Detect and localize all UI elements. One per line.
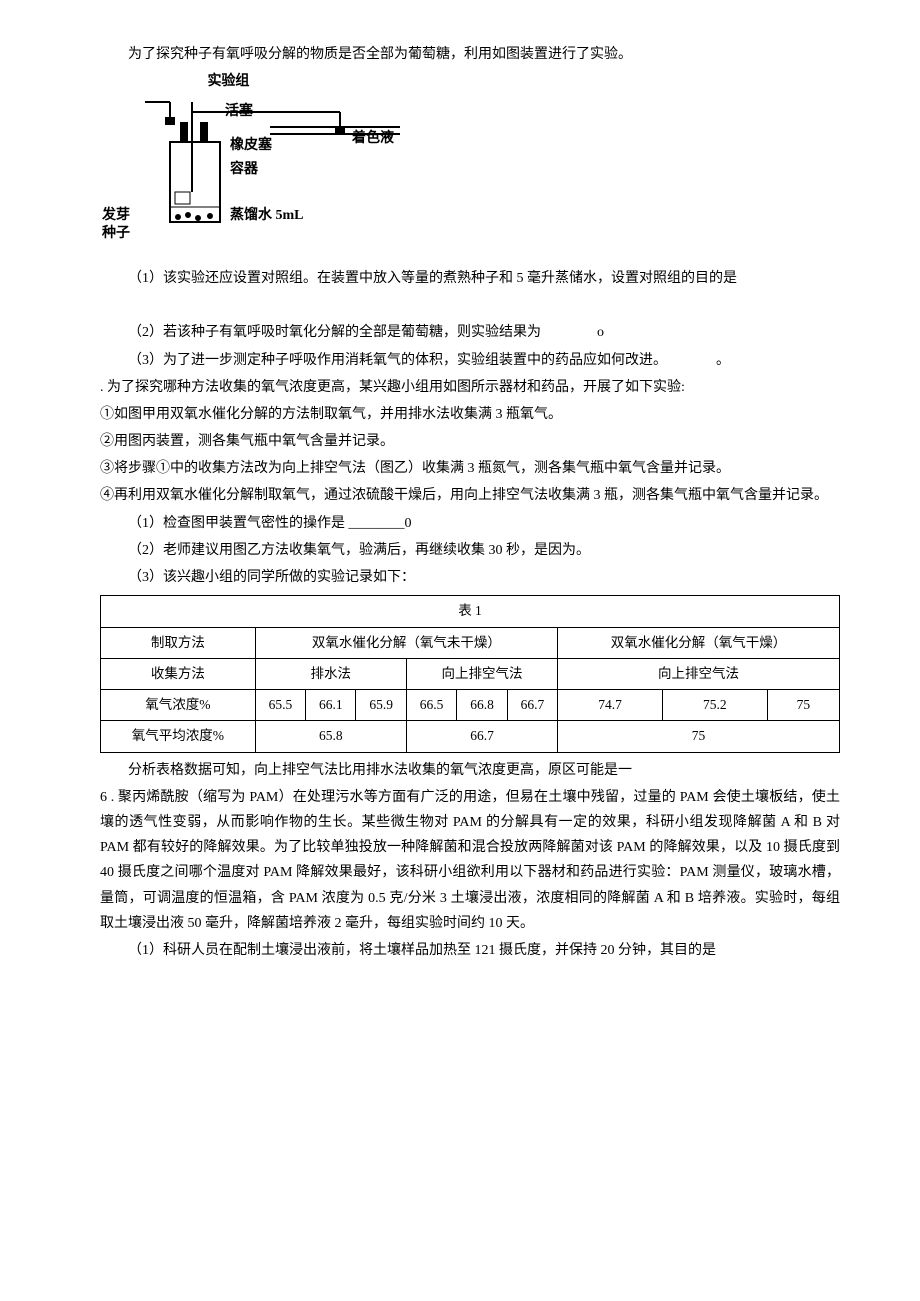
q6-intro: 6 . 聚丙烯酰胺（缩写为 PAM）在处理污水等方面有广泛的用途，但易在土壤中残… [100,785,840,936]
q4-1: （1）该实验还应设置对照组。在装置中放入等量的煮熟种子和 5 毫升蒸储水，设置对… [100,266,840,291]
r1c1: 制取方法 [101,627,256,658]
label-liquid: 着色液 [352,126,394,151]
q5-intro: . 为了探究哪种方法收集的氧气浓度更高，某兴趣小组用如图所示器材和药品，开展了如… [100,375,840,400]
q5-2: （2）老师建议用图乙方法收集氧气，验满后，再继续收集 30 秒，是因为。 [100,538,840,563]
diagram-title: 实验组 [140,72,840,92]
q5-s3: ③将步骤①中的收集方法改为向上排空气法（图乙）收集满 3 瓶氮气，测各集气瓶中氧… [100,456,840,481]
q5-3: （3）该兴趣小组的同学所做的实验记录如下： [100,565,840,590]
r3v7: 75.2 [662,690,767,721]
r3v5: 66.7 [507,690,557,721]
r2c4: 向上排空气法 [558,658,840,689]
table-analysis: 分析表格数据可知，向上排空气法比用排水法收集的氧气浓度更高，原区可能是一 [100,758,840,783]
table-caption: 表 1 [101,596,840,627]
r3v8: 75 [767,690,839,721]
q5-s1: ①如图甲用双氧水催化分解的方法制取氧气，并用排水法收集满 3 瓶氧气。 [100,402,840,427]
data-table: 表 1 制取方法 双氧水催化分解（氧气未干燥） 双氧水催化分解（氧气干燥） 收集… [100,595,840,752]
q4-intro: 为了探究种子有氧呼吸分解的物质是否全部为葡萄糖，利用如图装置进行了实验。 [100,42,840,67]
q5-s4: ④再利用双氧水催化分解制取氧气，通过浓硫酸干燥后，用向上排空气法收集满 3 瓶，… [100,483,840,508]
r3v1: 66.1 [306,690,356,721]
q5-s2: ②用图丙装置，测各集气瓶中氧气含量并记录。 [100,429,840,454]
q4-3: （3）为了进一步测定种子呼吸作用消耗氧气的体积，实验组装置中的药品应如何改进。 … [100,348,840,373]
label-container: 容器 [230,157,258,182]
r3v0: 65.5 [255,690,305,721]
experiment-diagram: 实验组 活塞 橡皮塞 着色液 容器 发芽 蒸馏水 5mL 种子 [140,72,840,261]
r1c3: 双氧水催化分解（氧气干燥） [558,627,840,658]
r4c1: 氧气平均浓度% [101,721,256,752]
r3v3: 66.5 [406,690,456,721]
r3c1: 氧气浓度% [101,690,256,721]
r2c2: 排水法 [255,658,406,689]
q4-2: （2）若该种子有氧呼吸时氧化分解的全部是葡萄糖，则实验结果为 o [100,320,840,345]
r1c2: 双氧水催化分解（氧气未干燥） [255,627,557,658]
label-rubber: 橡皮塞 [230,133,272,158]
r3v6: 74.7 [558,690,663,721]
label-stopper-1: 活塞 [225,99,253,124]
label-water: 蒸馏水 5mL [230,203,304,228]
r4v0: 65.8 [255,721,406,752]
q6-1: （1）科研人员在配制土壤浸出液前，将土壤样品加热至 121 摄氏度，并保持 20… [100,938,840,963]
r3v4: 66.8 [457,690,507,721]
r2c1: 收集方法 [101,658,256,689]
r4v1: 66.7 [406,721,557,752]
r3v2: 65.9 [356,690,406,721]
q5-1: （1）检查图甲装置气密性的操作是 ________0 [100,511,840,536]
r4v2: 75 [558,721,840,752]
r2c3: 向上排空气法 [406,658,557,689]
label-seed2: 种子 [102,221,130,246]
